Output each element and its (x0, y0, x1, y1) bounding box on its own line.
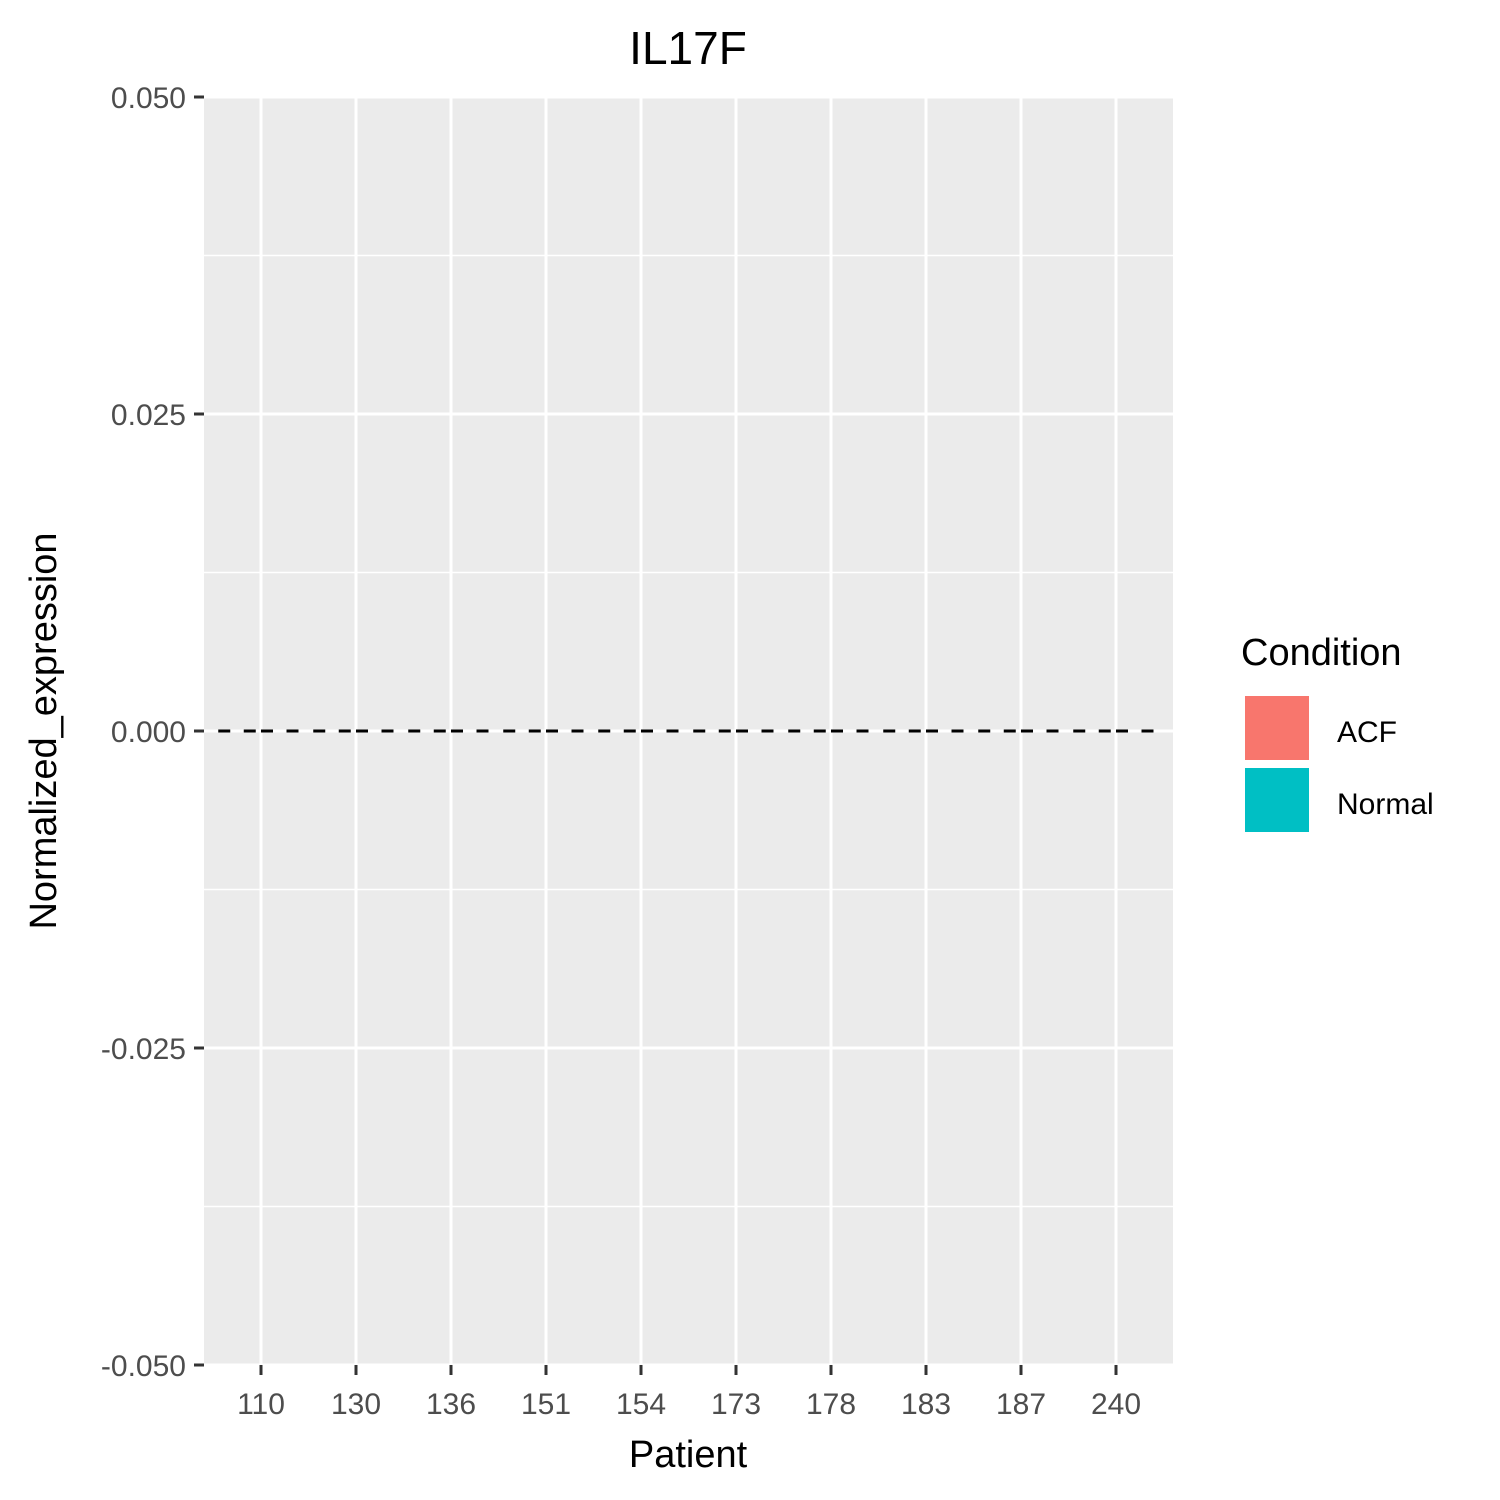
x-tick-label: 187 (996, 1388, 1046, 1421)
y-tick-label: 0.000 (111, 716, 186, 749)
x-tick-label: 240 (1091, 1388, 1141, 1421)
y-tick-label: 0.025 (111, 399, 186, 432)
y-axis: 0.050 0.025 0.000 -0.025 -0.050 (101, 82, 204, 1383)
x-tick-label: 110 (237, 1388, 285, 1421)
x-tick-label: 151 (521, 1388, 571, 1421)
x-tick-label: 136 (426, 1388, 476, 1421)
x-tick-label: 178 (806, 1388, 856, 1421)
y-axis-title: Normalized_expression (23, 532, 65, 929)
legend-key-normal (1243, 766, 1311, 834)
legend-key-acf (1243, 694, 1311, 762)
y-tick-label: 0.050 (111, 82, 186, 115)
y-tick-label: -0.025 (101, 1033, 186, 1066)
y-tick-label: -0.050 (101, 1350, 186, 1383)
legend-label-normal: Normal (1337, 788, 1434, 821)
x-tick-label: 183 (901, 1388, 951, 1421)
legend-title: Condition (1241, 632, 1402, 674)
x-tick-label: 130 (331, 1388, 381, 1421)
x-axis: 110 130 136 151 154 173 178 183 187 240 (237, 1365, 1141, 1421)
minor-grid (204, 254, 1173, 1208)
x-tick-label: 154 (616, 1388, 666, 1421)
x-tick-label: 173 (711, 1388, 761, 1421)
legend: Condition ACF Normal (1241, 632, 1434, 834)
x-axis-title: Patient (629, 1434, 748, 1476)
chart-title: IL17F (629, 22, 747, 74)
legend-label-acf: ACF (1337, 716, 1397, 749)
